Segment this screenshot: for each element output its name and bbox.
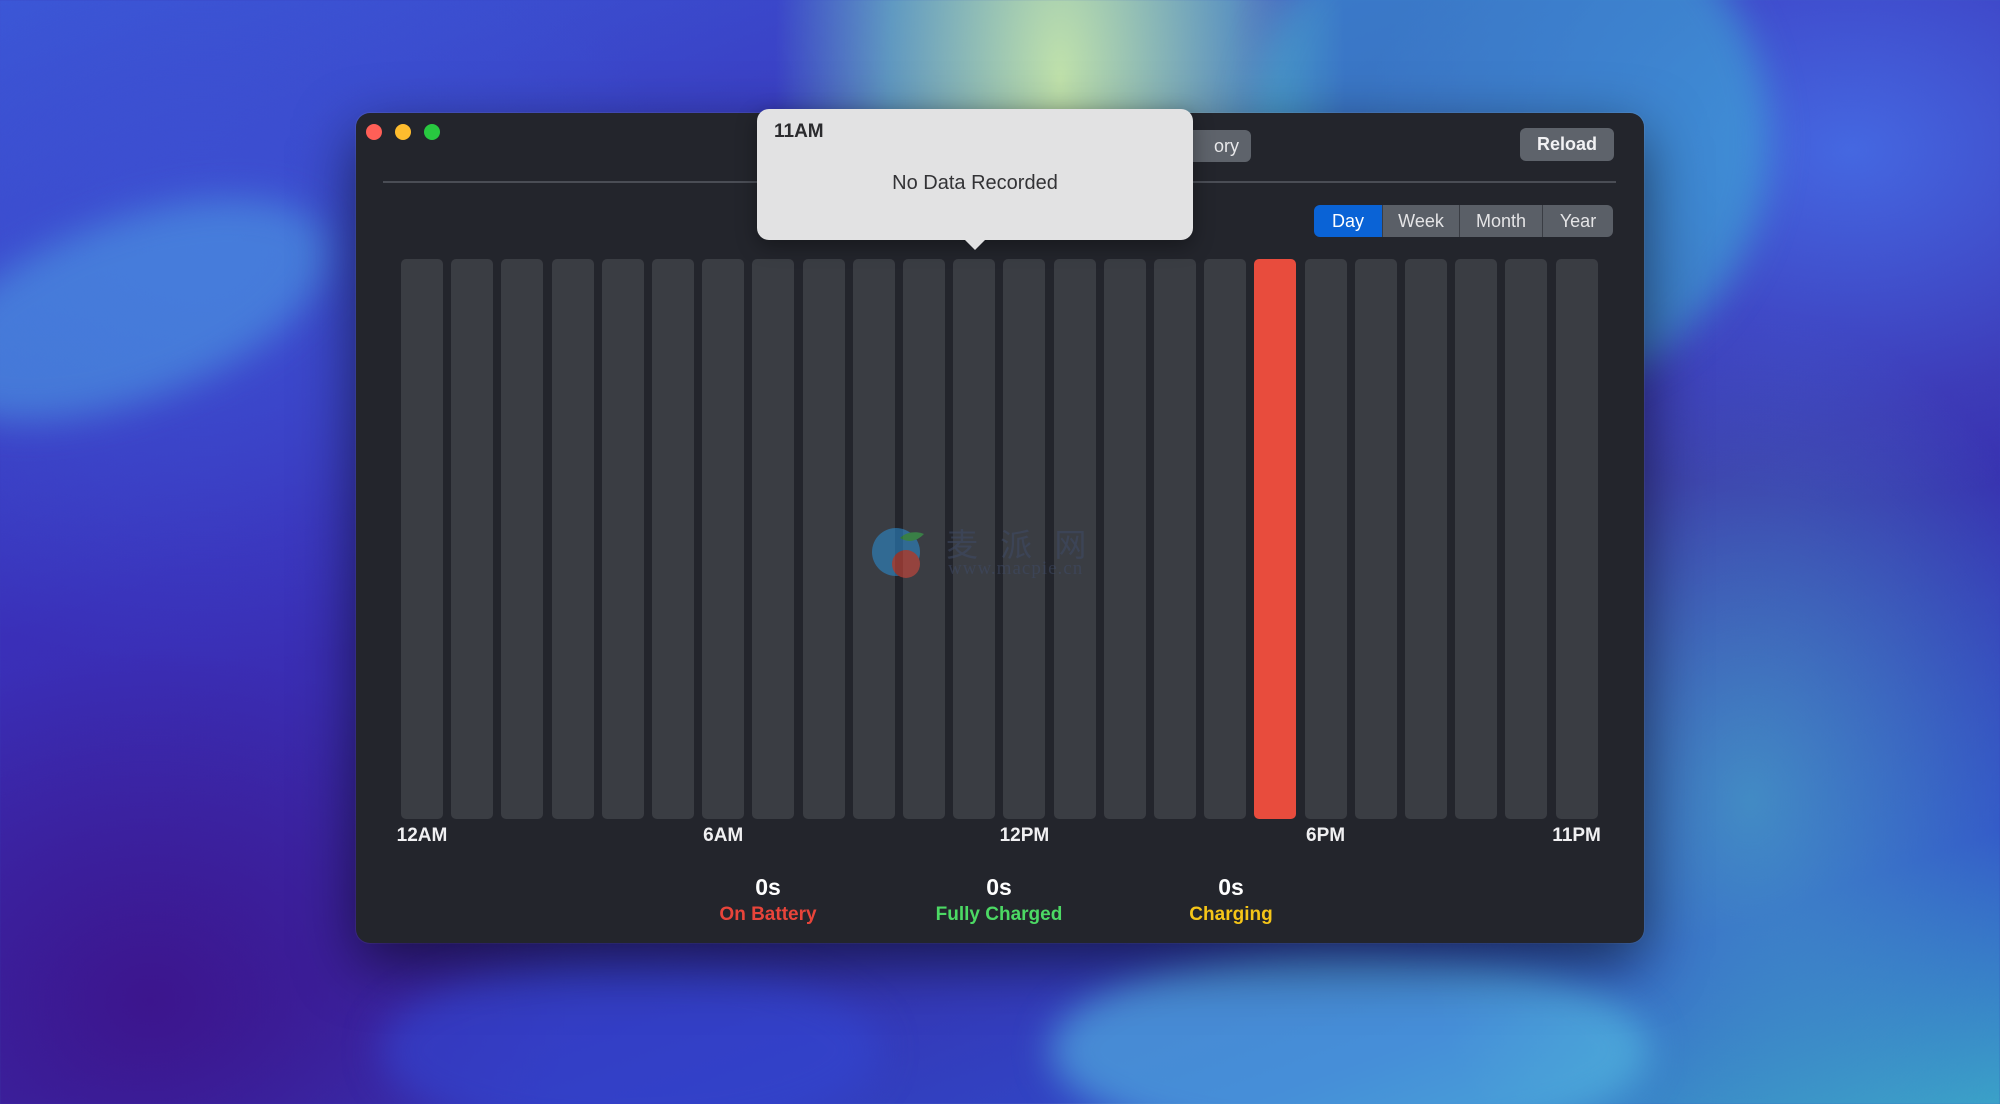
range-month-option[interactable]: Month <box>1460 205 1543 237</box>
stat-charging-label: Charging <box>1189 904 1273 925</box>
range-day-option[interactable]: Day <box>1314 205 1383 237</box>
close-window-button[interactable] <box>366 124 382 140</box>
hour-bar-12pm[interactable] <box>1003 259 1046 819</box>
hour-bar-4am[interactable] <box>601 259 644 819</box>
reload-button[interactable]: Reload <box>1520 128 1614 161</box>
hour-bar-7am[interactable] <box>752 259 795 819</box>
wallpaper-streak <box>380 960 880 1104</box>
hour-bar-6pm[interactable] <box>1304 259 1347 819</box>
wallpaper-streak <box>1050 950 1650 1104</box>
tooltip-title: 11AM <box>774 121 824 142</box>
hour-bar-2pm[interactable] <box>1103 259 1146 819</box>
x-tick-label-12am: 12AM <box>396 825 448 846</box>
stat-charging: 0s Charging <box>1121 873 1341 929</box>
hour-bar-3pm[interactable] <box>1154 259 1196 819</box>
watermark-logo-icon <box>872 528 924 578</box>
range-year-option[interactable]: Year <box>1543 205 1613 237</box>
app-window: ory Reload Day Week Month Year 12AM 6AM 12… <box>356 113 1644 943</box>
hour-bar-11pm[interactable] <box>1555 259 1598 819</box>
x-tick-label-12pm: 12PM <box>999 825 1050 846</box>
hour-bar-7pm[interactable] <box>1354 259 1397 819</box>
stat-fully-charged-label: Fully Charged <box>935 904 1063 925</box>
hour-bar-9pm[interactable] <box>1455 259 1498 819</box>
zoom-window-button[interactable] <box>424 124 440 140</box>
hour-bar-5pm[interactable] <box>1254 259 1297 819</box>
x-tick-label-6am: 6AM <box>703 825 744 846</box>
hour-bar-4pm[interactable] <box>1204 259 1247 819</box>
watermark: 麦 派 网 www.macpie.cn <box>870 522 1110 584</box>
hour-bar-5am[interactable] <box>652 259 694 819</box>
range-week-option[interactable]: Week <box>1383 205 1460 237</box>
hour-bar-3am[interactable] <box>551 259 594 819</box>
hour-bar-12am[interactable] <box>401 259 443 819</box>
stat-on-battery-label: On Battery <box>719 904 817 925</box>
tooltip-message: No Data Recorded <box>892 172 1058 194</box>
stat-fully-charged: 0s Fully Charged <box>889 873 1109 929</box>
hour-bar-2am[interactable] <box>501 259 544 819</box>
hour-bar-1pm[interactable] <box>1053 259 1096 819</box>
hour-tooltip: 11AM No Data Recorded <box>757 109 1193 240</box>
hourly-usage-chart <box>401 259 1601 819</box>
wallpaper-streak <box>0 153 359 467</box>
x-tick-label-11pm: 11PM <box>1552 825 1601 846</box>
stat-on-battery-value: 0s <box>755 874 781 900</box>
watermark-chinese-text: 麦 派 网 <box>946 526 1093 564</box>
stat-fully-charged-value: 0s <box>986 874 1012 900</box>
stat-charging-value: 0s <box>1218 874 1244 900</box>
minimize-window-button[interactable] <box>395 124 411 140</box>
hour-bar-8pm[interactable] <box>1405 259 1447 819</box>
watermark-url-text: www.macpie.cn <box>948 558 1084 579</box>
hour-bar-11am[interactable] <box>953 259 996 819</box>
hour-bar-1am[interactable] <box>451 259 494 819</box>
hour-bar-6am[interactable] <box>702 259 745 819</box>
hour-bar-10pm[interactable] <box>1505 259 1548 819</box>
stat-on-battery: 0s On Battery <box>658 873 878 929</box>
time-range-selector: Day Week Month Year <box>1314 205 1613 237</box>
x-tick-label-6pm: 6PM <box>1306 825 1346 846</box>
hour-bar-8am[interactable] <box>802 259 845 819</box>
